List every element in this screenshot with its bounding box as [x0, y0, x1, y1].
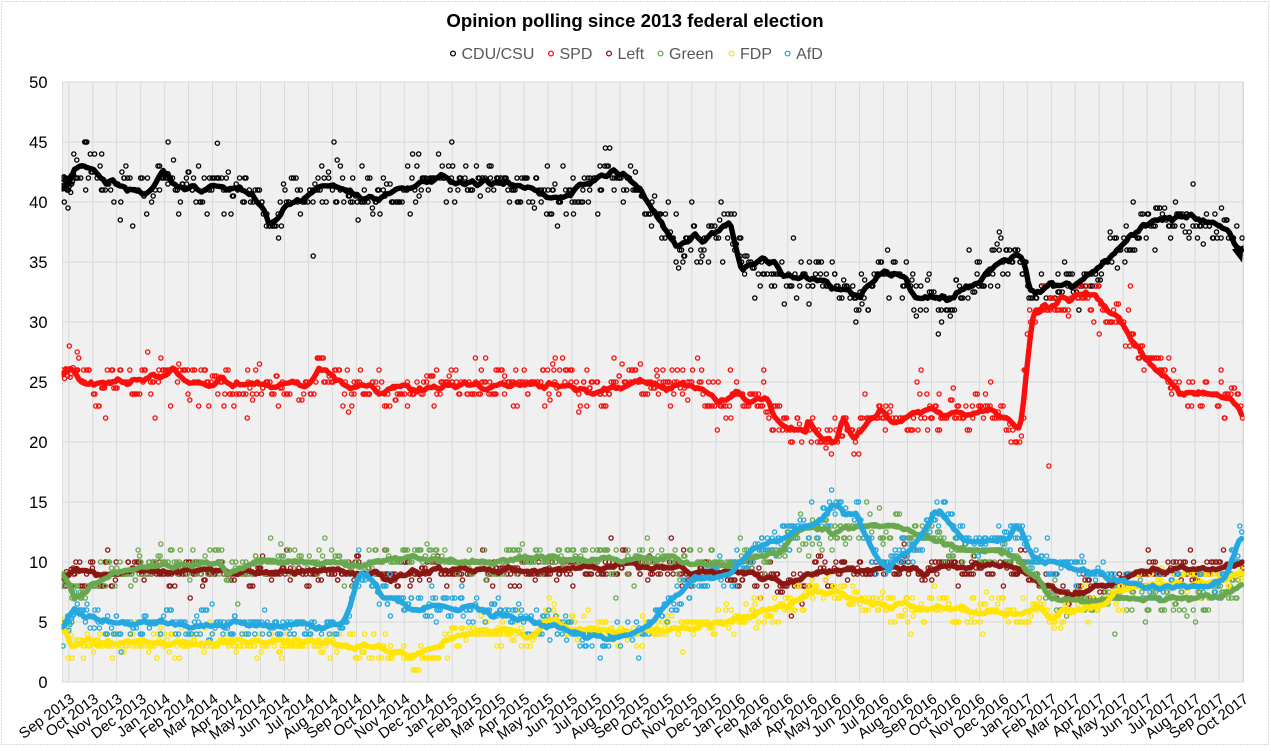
svg-text:50: 50 [29, 74, 47, 92]
svg-text:Left: Left [618, 46, 645, 63]
svg-text:30: 30 [29, 314, 47, 332]
svg-text:SPD: SPD [560, 46, 593, 63]
svg-text:10: 10 [29, 554, 47, 572]
svg-text:Green: Green [669, 46, 713, 63]
svg-text:5: 5 [38, 614, 47, 632]
svg-text:45: 45 [29, 134, 47, 152]
svg-text:AfD: AfD [796, 46, 823, 63]
svg-text:15: 15 [29, 494, 47, 512]
svg-text:CDU/CSU: CDU/CSU [462, 46, 535, 63]
svg-text:40: 40 [29, 194, 47, 212]
svg-text:Opinion polling since 2013 fed: Opinion polling since 2013 federal elect… [446, 10, 823, 31]
svg-text:0: 0 [38, 674, 47, 692]
svg-text:20: 20 [29, 434, 47, 452]
svg-text:FDP: FDP [740, 46, 772, 63]
svg-text:25: 25 [29, 374, 47, 392]
svg-text:35: 35 [29, 254, 47, 272]
